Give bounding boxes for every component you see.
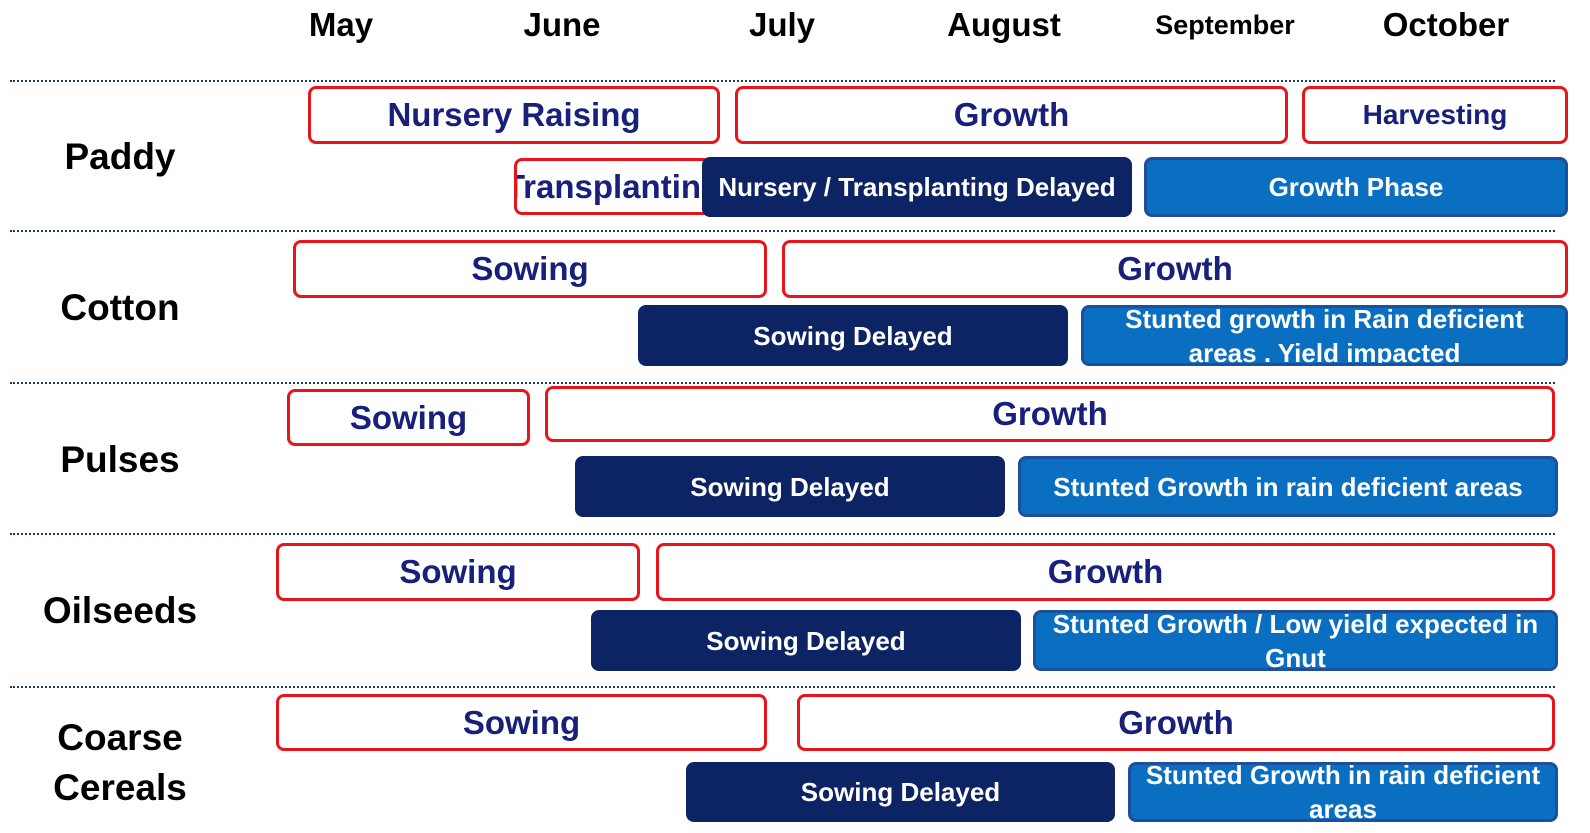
planned-stage: Sowing — [276, 694, 767, 751]
crop-label: Paddy — [64, 136, 176, 177]
crop-label: Cotton — [60, 287, 180, 328]
planned-stage: Sowing — [287, 389, 530, 446]
delayed-stage: Sowing Delayed — [686, 762, 1115, 822]
planned-stage: Growth — [735, 86, 1288, 144]
crop-label: Pulses — [60, 439, 180, 480]
planned-stage: Harvesting — [1302, 86, 1568, 144]
actual-stage: Growth Phase — [1144, 157, 1568, 217]
planned-stage: Growth — [797, 694, 1555, 751]
planned-stage: Transplanting — [514, 158, 712, 215]
separator — [10, 686, 1555, 688]
delayed-stage: Sowing Delayed — [638, 305, 1068, 366]
month-label: July — [748, 6, 816, 43]
planned-stage: Sowing — [293, 240, 767, 298]
planned-stage: Sowing — [276, 543, 640, 601]
month-label: October — [1382, 6, 1510, 43]
crop-label: Oilseeds — [42, 590, 198, 631]
month-label: September — [1155, 10, 1295, 40]
month-label: August — [947, 6, 1061, 43]
planned-stage: Growth — [545, 386, 1555, 442]
planned-stage: Growth — [656, 543, 1555, 601]
separator — [10, 533, 1555, 535]
separator — [10, 80, 1555, 82]
actual-stage: Stunted Growth in rain deficient areas — [1018, 456, 1558, 517]
planned-stage: Growth — [782, 240, 1568, 298]
separator — [10, 230, 1555, 232]
delayed-stage: Nursery / Transplanting Delayed — [702, 157, 1132, 217]
month-label: May — [308, 6, 374, 43]
month-label: June — [523, 6, 601, 43]
delayed-stage: Sowing Delayed — [575, 456, 1005, 517]
planned-stage: Nursery Raising — [308, 86, 720, 144]
crop-label: Coarse Cereals — [53, 717, 187, 808]
separator — [10, 382, 1555, 384]
delayed-stage: Sowing Delayed — [591, 610, 1021, 671]
actual-stage: Stunted Growth in rain deficient areas — [1128, 762, 1558, 822]
actual-stage: Stunted growth in Rain deficient areas .… — [1081, 305, 1568, 366]
actual-stage: Stunted Growth / Low yield expected in G… — [1033, 610, 1558, 671]
